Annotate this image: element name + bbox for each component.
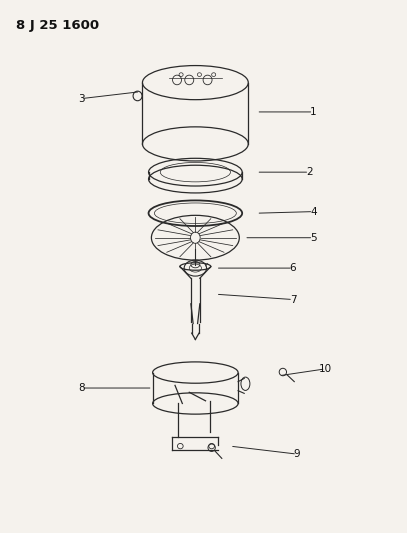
Text: 8 J 25 1600: 8 J 25 1600 [16, 19, 99, 31]
Text: 6: 6 [290, 263, 296, 273]
Text: 3: 3 [78, 94, 85, 103]
Text: 7: 7 [290, 295, 296, 304]
Text: 9: 9 [294, 449, 300, 459]
Text: 5: 5 [310, 233, 317, 243]
Text: 4: 4 [310, 207, 317, 216]
Text: 1: 1 [310, 107, 317, 117]
Text: 2: 2 [306, 167, 313, 177]
Text: 8: 8 [78, 383, 85, 393]
Text: 10: 10 [319, 364, 332, 374]
